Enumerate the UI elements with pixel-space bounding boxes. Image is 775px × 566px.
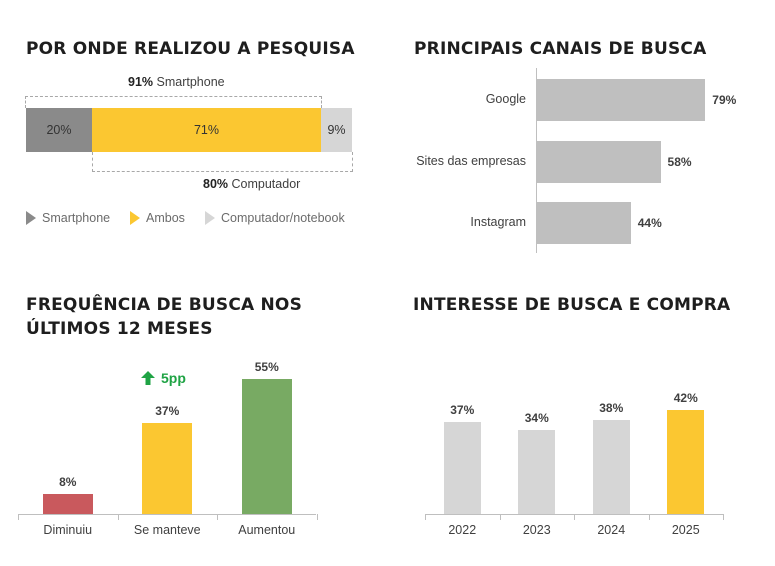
segment-smartphone: 20%	[26, 108, 92, 152]
smartphone-bracket	[25, 96, 322, 108]
interesse-tick	[723, 514, 724, 520]
interesse-bar	[518, 429, 556, 514]
frequencia-axis	[18, 514, 316, 515]
computador-bracket	[92, 152, 353, 172]
frequencia-category: Diminuiu	[43, 523, 93, 537]
interesse-category: 2022	[448, 523, 477, 537]
segment-computador: 9%	[321, 108, 352, 152]
interesse-tick	[425, 514, 426, 520]
legend-label-computador: Computador/notebook	[221, 211, 345, 225]
canal-bar	[537, 79, 706, 121]
segment-smartphone-label: 20%	[46, 123, 72, 137]
interesse-category: 2024	[597, 523, 626, 537]
frequencia-value: 37%	[155, 404, 180, 419]
legend-smartphone: Smartphone	[26, 211, 110, 225]
canal-bar	[537, 202, 631, 244]
canal-value: 44%	[637, 216, 662, 230]
chart-title-interesse: INTERESSE DE BUSCA E COMPRA	[413, 295, 731, 315]
interesse-value: 37%	[450, 403, 475, 418]
canal-value: 58%	[667, 155, 692, 169]
frequencia-category: Aumentou	[238, 523, 296, 537]
interesse-tick	[648, 514, 650, 520]
annotation-computador-value: 80%	[203, 177, 229, 191]
interesse-bar	[443, 422, 481, 514]
annotation-computador: 80% Computador	[203, 177, 300, 191]
frequencia-tick	[217, 514, 218, 520]
frequencia-bar	[42, 494, 93, 514]
legend-label-ambos: Ambos	[146, 211, 185, 225]
canal-label: Sites das empresas	[416, 154, 526, 168]
frequencia-value: 8%	[59, 475, 77, 490]
increase-annotation: 5pp	[140, 370, 186, 386]
interesse-bar	[592, 419, 630, 514]
interesse-value: 38%	[599, 400, 624, 415]
interesse-tick	[499, 514, 501, 520]
legend-ambos: Ambos	[130, 211, 185, 225]
frequencia-bar	[241, 379, 292, 514]
interesse-category: 2023	[522, 523, 551, 537]
legend-marker-ambos	[130, 211, 140, 225]
segment-ambos: 71%	[92, 108, 321, 152]
interesse-value: 42%	[673, 391, 698, 405]
canal-bar	[537, 141, 661, 183]
annotation-computador-text: Computador	[231, 177, 301, 191]
legend-computador: Computador/notebook	[205, 211, 345, 225]
chart-title-pesquisa: POR ONDE REALIZOU A PESQUISA	[26, 39, 355, 59]
legend-marker-computador	[205, 211, 215, 225]
chart-title-frequencia: FREQUÊNCIA DE BUSCA NOS ÚLTIMOS 12 MESES	[26, 295, 303, 339]
interesse-category: 2025	[671, 523, 700, 537]
annotation-smartphone: 91% Smartphone	[128, 75, 225, 89]
frequencia-bar	[142, 423, 193, 514]
canal-label: Google	[485, 92, 526, 106]
frequencia-value: 55%	[254, 360, 279, 374]
canais-axis	[536, 68, 537, 253]
interesse-bar	[667, 410, 705, 514]
frequencia-category: Se manteve	[133, 523, 201, 537]
canal-value: 79%	[712, 93, 737, 107]
segment-computador-label: 9%	[327, 123, 346, 137]
legend-marker-smartphone	[26, 211, 36, 225]
canal-label: Instagram	[470, 215, 526, 229]
frequencia-tick	[316, 514, 318, 520]
increase-label: 5pp	[161, 370, 186, 386]
legend-label-smartphone: Smartphone	[42, 211, 111, 225]
interesse-value: 34%	[524, 410, 549, 425]
interesse-tick	[574, 514, 575, 520]
annotation-smartphone-text: Smartphone	[156, 75, 225, 89]
frequencia-tick	[18, 514, 19, 520]
frequencia-tick	[117, 514, 119, 520]
chart-title-canais: PRINCIPAIS CANAIS DE BUSCA	[414, 39, 707, 59]
arrow-up-icon	[141, 371, 155, 385]
segment-ambos-label: 71%	[193, 123, 220, 137]
annotation-smartphone-value: 91%	[128, 75, 154, 89]
